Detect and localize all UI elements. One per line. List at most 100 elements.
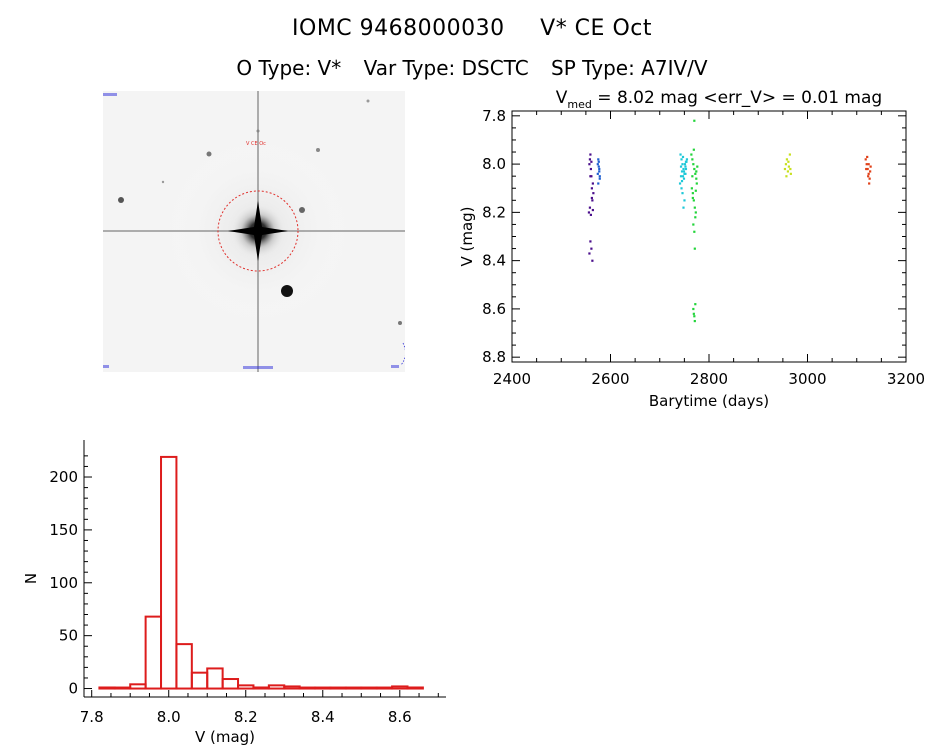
data-point: [683, 163, 687, 166]
y-tick-label: 50: [59, 627, 78, 645]
histogram-bar: [314, 686, 332, 690]
data-point: [868, 177, 871, 180]
data-point: [589, 175, 592, 178]
data-point: [589, 240, 592, 243]
data-point: [682, 177, 686, 180]
data-point: [785, 158, 789, 161]
data-point: [694, 303, 697, 306]
x-tick-label: 2600: [591, 370, 629, 388]
data-point: [598, 167, 601, 171]
field-star: [206, 151, 212, 157]
data-point: [591, 182, 594, 185]
data-point: [682, 170, 686, 173]
histogram-bar: [113, 686, 132, 690]
data-point: [690, 187, 693, 190]
data-point: [591, 259, 594, 262]
histogram-bar: [329, 686, 347, 690]
y-axis-label: N: [22, 573, 40, 584]
data-point: [691, 192, 694, 195]
data-point: [692, 163, 695, 166]
histogram-bar: [406, 686, 424, 690]
y-tick-label: 100: [49, 574, 78, 592]
image-label-top-left: [103, 93, 117, 96]
data-point: [588, 158, 592, 161]
histogram-bar: [344, 686, 363, 690]
data-point: [589, 213, 592, 216]
y-tick-label: 150: [49, 521, 78, 539]
histogram-bar: [252, 686, 270, 690]
data-point: [693, 119, 696, 122]
data-point: [690, 153, 693, 156]
data-point: [789, 172, 792, 175]
histogram-bar: [175, 643, 193, 690]
histogram-bar: [267, 684, 286, 690]
data-point: [588, 206, 592, 209]
data-point: [692, 223, 695, 226]
data-point: [867, 175, 870, 178]
x-tick-label: 3200: [887, 370, 925, 388]
data-point: [590, 196, 593, 200]
histogram-bar: [375, 686, 394, 690]
data-point: [869, 170, 872, 173]
data-point: [598, 177, 601, 180]
data-point: [694, 216, 697, 219]
histogram-bar: [391, 685, 409, 690]
data-point: [598, 170, 601, 173]
data-point: [868, 182, 871, 185]
histogram-bar: [144, 615, 163, 690]
data-point: [784, 163, 788, 166]
compass-arc: [400, 342, 405, 366]
y-tick-label: 8.6: [482, 300, 506, 318]
x-tick-label: 7.8: [80, 708, 104, 726]
title-symbol: V: [556, 88, 568, 108]
y-tick-label: 200: [49, 468, 78, 486]
histogram-bar: [98, 686, 116, 690]
data-point: [589, 153, 592, 156]
data-point: [589, 167, 592, 171]
histogram-bar: [206, 667, 224, 690]
y-tick-label: 8.0: [482, 155, 506, 173]
x-tick-label: 8.6: [388, 708, 412, 726]
data-point: [693, 230, 696, 233]
data-point: [866, 167, 869, 171]
data-point: [684, 165, 687, 168]
data-point: [785, 175, 788, 178]
field-star: [299, 207, 305, 213]
data-point: [691, 158, 694, 161]
x-tick-label: 3000: [788, 370, 826, 388]
data-point: [865, 163, 868, 166]
data-point: [679, 153, 682, 156]
data-point: [789, 167, 792, 171]
data-point: [684, 167, 688, 171]
target-circle: [217, 190, 299, 272]
title-text: = 8.02 mag <err_V> = 0.01 mag: [592, 88, 882, 108]
light-curve-title: Vmed = 8.02 mag <err_V> = 0.01 mag: [556, 88, 882, 111]
data-point: [590, 187, 593, 190]
data-point: [692, 148, 695, 151]
data-point: [597, 182, 600, 185]
data-point: [869, 165, 872, 168]
data-point: [691, 196, 694, 200]
data-point: [694, 211, 697, 214]
data-point: [694, 172, 697, 175]
field-star: [281, 285, 293, 297]
data-point: [787, 165, 790, 168]
image-label-bottom-center: [243, 366, 273, 369]
object-id: IOMC 9468000030: [292, 16, 505, 41]
histogram-bar: [237, 684, 255, 690]
histogram-bar: [283, 685, 301, 690]
data-point: [588, 163, 591, 166]
data-point: [684, 172, 687, 175]
data-point: [681, 192, 684, 195]
data-point: [597, 158, 600, 161]
histogram-bar: [160, 455, 178, 690]
data-point: [680, 179, 684, 183]
data-point: [865, 167, 868, 171]
data-point: [694, 189, 697, 192]
finder-image-svg: V CE Oc: [103, 91, 405, 372]
data-point: [695, 177, 698, 180]
x-axis-label: V (mag): [195, 728, 255, 746]
data-point: [680, 158, 683, 161]
data-point: [682, 167, 685, 171]
